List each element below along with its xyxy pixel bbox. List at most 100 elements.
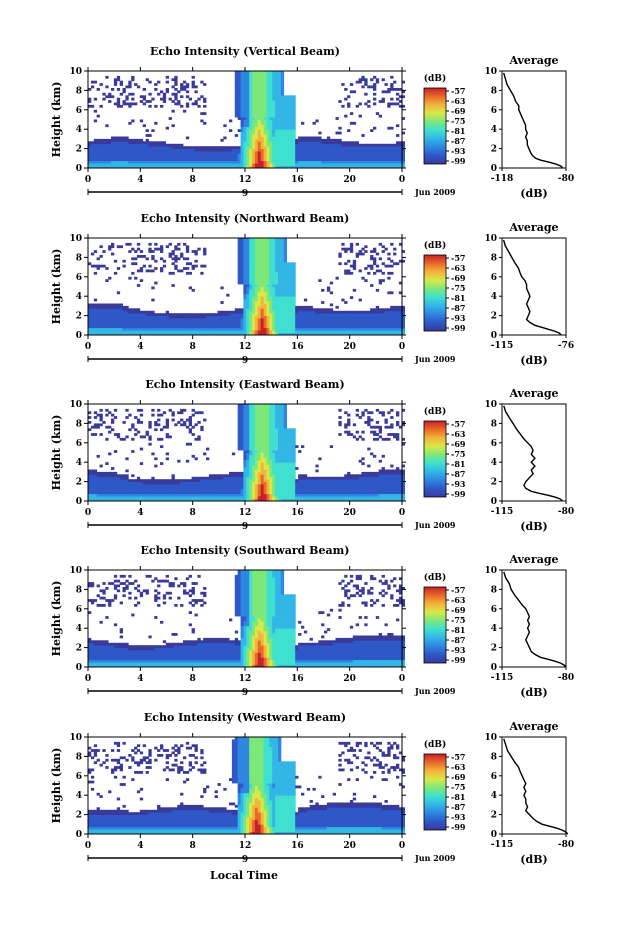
heatmap-cell	[154, 165, 158, 169]
heatmap-cell	[257, 143, 262, 147]
heatmap-cell	[260, 269, 264, 273]
heatmap-cell	[217, 332, 221, 336]
heatmap-cell	[206, 484, 210, 487]
heatmap-cell	[260, 313, 264, 316]
heatmap-cell	[102, 474, 106, 478]
heatmap-cell	[283, 238, 287, 241]
heatmap-cell	[157, 148, 161, 152]
heatmap-cell	[272, 124, 276, 128]
heatmap-cell	[254, 109, 259, 113]
heatmap-cell	[93, 479, 98, 482]
heatmap-cell	[160, 481, 164, 485]
heatmap-cell	[125, 474, 129, 478]
heatmap-cell	[266, 80, 270, 84]
heatmap-cell	[286, 119, 290, 123]
heatmap-cell	[272, 255, 276, 258]
heatmap-cell	[283, 163, 287, 166]
heatmap-cell	[188, 423, 192, 427]
heatmap-cell	[289, 129, 293, 132]
heatmap-cell	[286, 274, 290, 278]
heatmap-cell	[315, 119, 319, 123]
heatmap-cell	[171, 163, 175, 166]
heatmap-cell	[249, 242, 253, 246]
heatmap-cell	[171, 160, 175, 164]
heatmap-cell	[364, 245, 368, 249]
heatmap-cell	[358, 163, 362, 166]
heatmap-cell	[278, 293, 282, 297]
heatmap-cell	[197, 148, 201, 152]
heatmap-cell	[148, 148, 152, 152]
heatmap-cell	[315, 153, 319, 157]
heatmap-cell	[116, 141, 121, 145]
heatmap-cell	[326, 288, 331, 292]
heatmap-cell	[352, 160, 357, 164]
heatmap-cell	[393, 163, 397, 166]
heatmap-cell	[93, 143, 98, 147]
heatmap-cell	[194, 327, 198, 331]
heatmap-cell	[246, 136, 250, 140]
heatmap-cell	[217, 151, 221, 154]
heatmap-cell	[292, 288, 296, 292]
heatmap-cell	[355, 160, 359, 164]
heatmap-cell	[263, 310, 267, 314]
heatmap-cell	[272, 301, 276, 304]
heatmap-cell	[154, 423, 158, 427]
heatmap-cell	[257, 126, 262, 130]
heatmap-cell	[306, 138, 311, 142]
heatmap-cell	[398, 325, 403, 329]
heatmap-cell	[180, 320, 184, 324]
heatmap-cell	[246, 303, 250, 307]
heatmap-cell	[217, 491, 221, 495]
heatmap-cell	[191, 313, 195, 316]
heatmap-cell	[122, 493, 126, 497]
heatmap-cell	[269, 313, 273, 316]
heatmap-cell	[226, 481, 230, 485]
heatmap-cell	[263, 284, 267, 287]
heatmap-cell	[283, 250, 287, 253]
heatmap-cell	[125, 148, 129, 152]
heatmap-cell	[125, 143, 129, 147]
heatmap-cell	[90, 104, 95, 108]
heatmap-cell	[174, 327, 178, 331]
heatmap-cell	[214, 155, 218, 159]
heatmap-cell	[278, 136, 282, 140]
heatmap-cell	[260, 83, 264, 86]
heatmap-cell	[145, 165, 149, 169]
heatmap-cell	[326, 322, 331, 326]
heatmap-cell	[105, 325, 109, 329]
heatmap-cell	[378, 269, 382, 273]
heatmap-cell	[171, 322, 175, 326]
heatmap-cell	[240, 148, 244, 152]
heatmap-cell	[289, 102, 293, 106]
heatmap-cell	[260, 112, 264, 115]
heatmap-cell	[223, 484, 227, 487]
heatmap-cell	[105, 318, 109, 321]
heatmap-cell	[252, 136, 256, 140]
heatmap-cell	[338, 163, 342, 166]
heatmap-cell	[326, 143, 331, 147]
heatmap-cell	[151, 484, 155, 487]
heatmap-cell	[183, 493, 187, 497]
heatmap-cell	[249, 269, 253, 273]
heatmap-cell	[254, 274, 259, 278]
heatmap-cell	[324, 165, 328, 169]
heatmap-cell	[275, 78, 279, 82]
heatmap-cell	[246, 163, 250, 166]
heatmap-cell	[252, 117, 256, 120]
heatmap-cell	[148, 442, 152, 446]
heatmap-cell	[272, 303, 276, 307]
heatmap-cell	[260, 322, 264, 326]
heatmap-cell	[237, 496, 241, 499]
heatmap-cell	[318, 310, 322, 314]
heatmap-cell	[303, 146, 308, 149]
heatmap-cell	[128, 148, 132, 152]
heatmap-cell	[234, 80, 239, 84]
heatmap-cell	[387, 148, 391, 152]
heatmap-cell	[246, 107, 250, 111]
heatmap-cell	[131, 143, 135, 147]
heatmap-cell	[275, 138, 279, 142]
heatmap-cell	[370, 332, 374, 336]
heatmap-cell	[260, 284, 264, 287]
heatmap-cell	[154, 493, 158, 497]
heatmap-cell	[373, 259, 377, 263]
